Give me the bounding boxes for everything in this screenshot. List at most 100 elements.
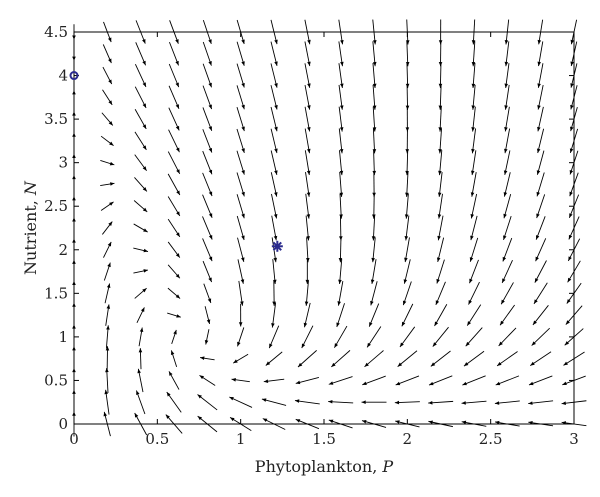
field-arrow <box>236 107 245 132</box>
field-arrow <box>536 150 545 175</box>
y-axis-label: Nutrient, N <box>21 180 40 275</box>
field-arrow <box>471 41 476 67</box>
field-arrow <box>271 215 278 241</box>
field-arrow <box>338 237 343 263</box>
field-arrow <box>328 376 353 385</box>
field-arrow <box>167 173 181 196</box>
field-arrow <box>104 389 110 415</box>
field-arrow <box>305 172 311 197</box>
field-arrow <box>202 63 212 88</box>
field-arrow <box>537 106 544 132</box>
y-axis-label-text: Nutrient, <box>21 200 40 275</box>
field-arrow <box>168 107 180 131</box>
field-arrow <box>371 237 376 263</box>
field-arrow <box>471 63 476 89</box>
field-arrow <box>337 280 344 306</box>
x-tick-label: 1 <box>236 430 246 448</box>
field-arrow <box>133 269 149 274</box>
field-arrow <box>372 41 377 67</box>
field-arrow <box>135 42 147 66</box>
field-arrow <box>305 259 310 285</box>
field-arrow <box>270 150 278 175</box>
field-arrow <box>102 221 113 235</box>
field-arrow <box>138 348 143 370</box>
field-arrow <box>202 194 213 218</box>
field-arrow <box>364 350 384 368</box>
field-arrow <box>105 367 109 393</box>
field-arrow <box>336 303 345 328</box>
field-arrow <box>232 353 249 364</box>
field-arrow <box>105 325 110 349</box>
field-arrow <box>134 109 147 130</box>
field-arrow <box>339 193 343 219</box>
field-arrow <box>339 215 343 241</box>
field-arrow <box>338 106 344 132</box>
field-arrow <box>134 177 148 192</box>
field-arrow <box>403 259 411 284</box>
field-arrow <box>134 287 147 299</box>
field-arrow <box>304 106 311 132</box>
field-arrow <box>102 66 113 85</box>
field-arrow <box>463 350 485 367</box>
field-arrow <box>395 375 420 386</box>
field-arrow <box>500 282 514 305</box>
field-arrow <box>104 283 111 304</box>
field-arrow <box>405 171 409 197</box>
x-tick-label: 0.5 <box>145 430 169 448</box>
field-arrow <box>466 304 482 326</box>
field-arrow <box>537 41 544 67</box>
field-arrow <box>168 63 180 88</box>
field-arrow <box>436 259 445 284</box>
field-arrow <box>272 259 277 285</box>
y-tick-labels: 0 0.5 1 1.5 2 2.5 3 3.5 4 4.5 <box>44 23 68 433</box>
field-arrow <box>437 171 443 197</box>
field-arrow <box>494 420 520 427</box>
y-tick-label: 4 <box>58 67 68 85</box>
field-arrow <box>372 106 377 132</box>
y-tick-label: 4.5 <box>44 23 68 41</box>
field-arrow <box>438 41 443 67</box>
y-tick-label: 0 <box>58 415 68 433</box>
x-tick-label: 3 <box>569 430 579 448</box>
field-arrow <box>371 215 376 241</box>
field-arrow <box>202 129 213 153</box>
field-arrow <box>528 420 554 427</box>
field-arrow <box>338 84 344 110</box>
field-arrow <box>504 106 510 132</box>
field-arrow <box>297 350 317 368</box>
y-tick-label: 3 <box>58 154 68 172</box>
field-arrow <box>304 84 311 110</box>
field-arrow <box>236 172 245 197</box>
field-arrow <box>202 150 213 175</box>
field-arrow <box>236 41 245 66</box>
field-arrow <box>331 350 351 368</box>
field-arrow <box>204 329 210 345</box>
field-arrow <box>105 304 111 326</box>
field-arrow <box>370 259 377 284</box>
field-arrow <box>428 375 453 386</box>
field-arrow <box>103 262 111 281</box>
field-arrow <box>167 196 181 217</box>
field-arrow <box>468 281 480 305</box>
field-arrow <box>503 215 512 241</box>
field-arrow <box>333 325 348 348</box>
field-arrow <box>338 259 343 285</box>
field-arrow <box>167 218 181 238</box>
field-arrow <box>372 128 377 154</box>
field-arrow <box>271 302 277 328</box>
field-arrow <box>537 84 544 110</box>
field-arrow <box>328 399 354 404</box>
field-arrow <box>362 375 386 386</box>
field-arrow <box>270 172 278 197</box>
field-arrow <box>405 128 410 154</box>
field-arrow <box>263 378 285 383</box>
field-arrow <box>304 280 309 306</box>
field-arrow <box>135 390 146 415</box>
boundary-equilibrium-marker <box>69 71 79 81</box>
field-arrow <box>503 194 512 219</box>
field-arrow <box>372 171 376 197</box>
field-arrow <box>271 193 278 219</box>
field-arrow <box>265 351 283 366</box>
field-arrow <box>372 63 377 89</box>
field-arrow <box>503 150 511 175</box>
